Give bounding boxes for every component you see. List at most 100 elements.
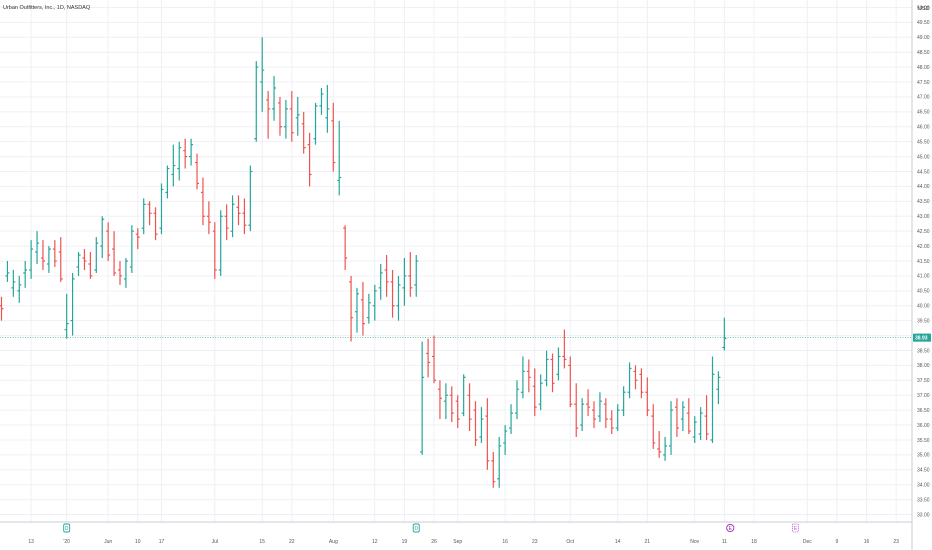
- x-tick-label-20: 18: [751, 539, 757, 545]
- ohlc-bar-30: [177, 141, 182, 181]
- ohlc-bar-57: [337, 120, 342, 196]
- ohlc-bar-109: [645, 377, 650, 417]
- ohlc-bar-39: [230, 195, 235, 238]
- ohlc-bar-77: [455, 395, 460, 429]
- ohlc-bar-60: [355, 287, 359, 333]
- ohlc-bar-51: [301, 111, 306, 154]
- ohlc-bar-79: [467, 383, 472, 432]
- event-label-2: E: [729, 526, 733, 532]
- x-tick-label-13: 16: [502, 539, 508, 545]
- y-tick-label-23: 44.50: [917, 169, 930, 175]
- ohlc-bar-0: [0, 296, 4, 321]
- ohlc-bar-33: [195, 153, 200, 190]
- ohlc-bar-5: [29, 240, 34, 279]
- x-tick-label-3: 10: [135, 539, 141, 545]
- event-label-1: D: [414, 526, 418, 532]
- ohlc-bar-96: [568, 356, 573, 408]
- ohlc-bar-52: [307, 132, 312, 187]
- ohlc-bar-76: [449, 386, 454, 423]
- x-tick-label-15: Oct: [566, 539, 574, 545]
- ohlc-bar-27: [159, 183, 164, 235]
- x-tick-label-2: Jun: [104, 539, 112, 545]
- ohlc-bar-88: [520, 356, 525, 399]
- ohlc-bar-10: [58, 237, 63, 282]
- ohlc-bar-43: [254, 61, 259, 142]
- ohlc-bar-29: [171, 144, 176, 187]
- ohlc-bar-49: [289, 90, 294, 142]
- ohlc-bar-40: [236, 195, 241, 226]
- y-tick-label-27: 46.50: [917, 110, 930, 116]
- ohlc-bar-114: [674, 398, 679, 437]
- ohlc-bar-100: [592, 401, 596, 429]
- ohlc-bar-83: [491, 451, 496, 488]
- ohlc-bar-87: [514, 380, 519, 420]
- ohlc-bar-36: [212, 222, 217, 279]
- ohlc-bar-41: [242, 198, 247, 235]
- ohlc-bar-67: [396, 275, 401, 321]
- y-tick-label-7: 36.50: [917, 408, 930, 414]
- ohlc-bar-63: [372, 284, 377, 321]
- y-tick-label-22: 44.00: [917, 184, 930, 190]
- y-tick-label-19: 42.50: [917, 229, 930, 235]
- y-tick-label-33: 49.50: [917, 20, 930, 26]
- ohlc-bar-7: [40, 240, 45, 270]
- ohlc-bar-86: [509, 404, 514, 435]
- ohlc-bar-94: [556, 347, 561, 381]
- y-tick-label-0: 33.00: [917, 512, 930, 518]
- x-tick-label-8: Aug: [329, 539, 338, 545]
- x-tick-label-9: 12: [372, 539, 378, 545]
- x-tick-label-17: 21: [645, 539, 651, 545]
- ohlc-bar-32: [189, 138, 194, 166]
- ohlc-bar-119: [704, 395, 709, 440]
- ohlc-bar-75: [443, 383, 448, 420]
- ohlc-bar-85: [503, 425, 508, 455]
- ohlc-bar-66: [390, 269, 395, 318]
- ohlc-bar-19: [112, 231, 117, 276]
- ohlc-bar-20: [118, 261, 122, 285]
- event-label-0: D: [65, 526, 69, 532]
- ohlc-bar-42: [248, 165, 253, 232]
- ohlc-bar-64: [378, 263, 383, 300]
- ohlc-bar-103: [609, 410, 614, 435]
- x-tick-label-24: 23: [893, 539, 899, 545]
- y-tick-label-26: 46.00: [917, 125, 930, 131]
- ohlc-bar-106: [627, 362, 632, 399]
- last-price-marker: 38.93: [0, 333, 931, 342]
- y-tick-label-1: 33.50: [917, 497, 930, 503]
- y-tick-label-9: 37.50: [917, 378, 930, 384]
- ohlc-bar-46: [272, 76, 277, 121]
- y-tick-label-18: 42.00: [917, 244, 930, 250]
- ohlc-bar-91: [538, 374, 543, 411]
- ohlc-bar-35: [206, 201, 211, 235]
- time-axis-labels[interactable]: 13 '20 Jun 10 17 Jul 15 22 Aug 12 19 26 Sep 16 23 Oct 14…: [28, 539, 899, 545]
- event-marker-earnings-2[interactable]: E: [726, 523, 735, 533]
- currency-label: USD: [918, 6, 930, 12]
- event-label-3: E: [794, 526, 798, 532]
- event-marker-upcoming-3[interactable]: E: [792, 523, 799, 533]
- y-tick-label-8: 37.00: [917, 393, 930, 399]
- ohlc-bar-81: [479, 407, 484, 443]
- price-axis-labels[interactable]: 33.00 33.50 34.00 34.50 35.00 35.50 36.00 36.50…: [917, 5, 930, 518]
- x-tick-label-11: 26: [431, 539, 437, 545]
- y-tick-label-29: 47.50: [917, 80, 930, 86]
- y-tick-label-24: 45.00: [917, 154, 930, 160]
- ohlc-bar-110: [651, 404, 656, 449]
- ohlc-bar-105: [621, 386, 626, 417]
- ohlc-bar-107: [633, 365, 638, 390]
- ohlc-bar-104: [615, 404, 620, 432]
- ohlc-bar-89: [526, 359, 531, 393]
- event-marker-dividend-0[interactable]: D: [63, 523, 71, 533]
- ohlc-bar-90: [532, 368, 537, 417]
- last-price-label: 38.93: [915, 335, 928, 341]
- ohlc-bar-47: [277, 96, 282, 136]
- y-tick-label-25: 45.50: [917, 139, 930, 145]
- ohlc-bar-50: [295, 96, 300, 136]
- x-tick-label-0: 13: [28, 539, 34, 545]
- event-marker-dividend-1[interactable]: D: [412, 523, 420, 533]
- ohlc-bar-17: [100, 216, 105, 259]
- ohlc-bar-116: [686, 398, 691, 435]
- ohlc-bar-28: [165, 165, 170, 199]
- grid-lines: [0, 0, 912, 522]
